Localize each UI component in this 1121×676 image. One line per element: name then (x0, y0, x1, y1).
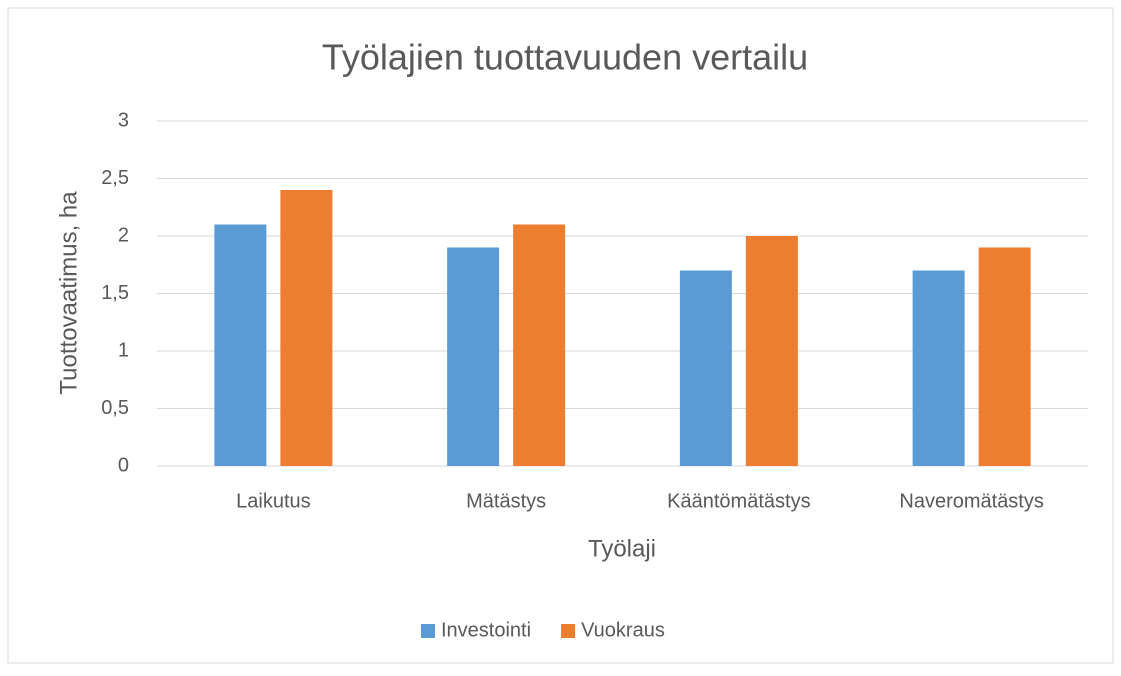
bar (447, 247, 500, 466)
y-tick-label: 3 (118, 109, 129, 131)
bar (214, 224, 267, 466)
y-axis-label: Tuottovaatimus, ha (55, 191, 82, 395)
legend-label: Vuokraus (581, 619, 665, 641)
legend-swatch (561, 624, 576, 638)
legend-label: Investointi (441, 619, 531, 641)
bar (513, 224, 566, 466)
x-axis-label: Työlaji (588, 535, 656, 562)
x-tick-label: Mätästys (466, 490, 546, 512)
y-tick-label: 0,5 (101, 397, 129, 419)
bar (978, 247, 1031, 466)
chart-title: Työlajien tuottavuuden vertailu (322, 37, 808, 78)
x-tick-label: Laikutus (236, 490, 311, 512)
y-tick-label: 1 (118, 339, 129, 361)
y-tick-label: 0 (118, 454, 129, 476)
y-tick-label: 1,5 (101, 282, 129, 304)
bar (912, 270, 965, 466)
bar (280, 190, 333, 466)
x-tick-label: Kääntömätästys (667, 490, 810, 512)
x-tick-label: Naveromätästys (899, 490, 1044, 512)
y-tick-label: 2 (118, 224, 129, 246)
bar (679, 270, 732, 466)
legend-swatch (421, 624, 435, 638)
y-tick-label: 2,5 (101, 167, 129, 189)
bar (745, 236, 798, 466)
